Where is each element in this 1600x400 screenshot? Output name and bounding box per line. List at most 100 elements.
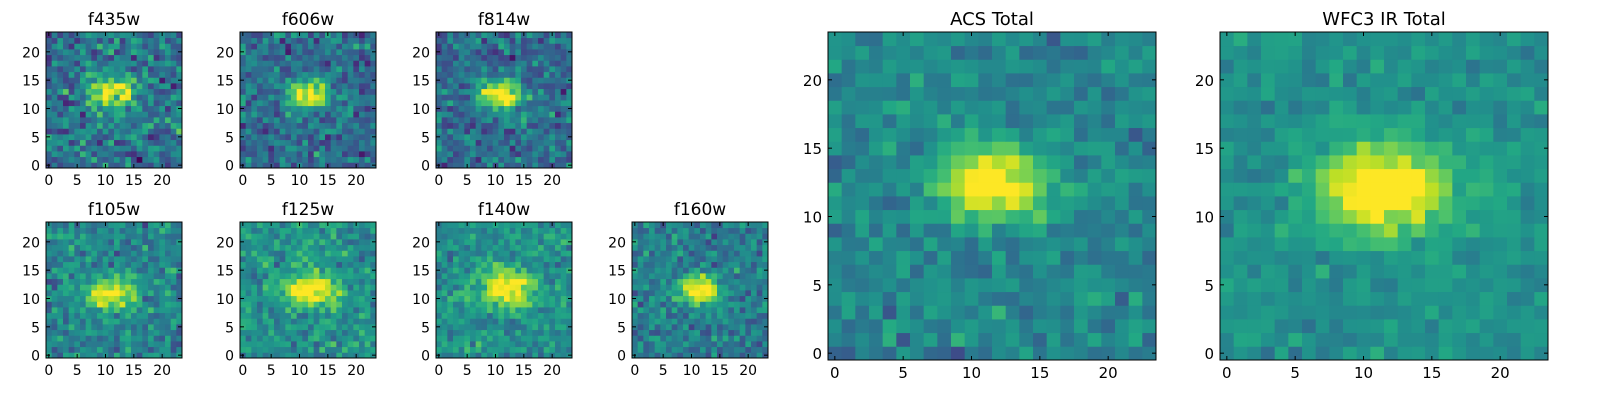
heatmap-cells [240,32,377,169]
heatmap-cell [683,352,690,359]
heatmap-cell [694,227,701,234]
heatmap-cell [119,244,126,251]
heatmap-cell [285,83,292,90]
heatmap-cell [125,145,132,152]
heatmap-cell [683,284,690,291]
heatmap-cell [74,71,81,78]
heatmap-cell [159,301,166,308]
heatmap-cell [538,318,545,325]
heatmap-cell [176,151,183,158]
heatmap-cell [555,151,562,158]
heatmap-cell [274,301,281,308]
heatmap-cell [148,66,155,73]
heatmap-cell [119,32,126,39]
heatmap-cell [855,223,870,238]
heatmap-cell [257,139,264,146]
heatmap-cell [532,324,539,331]
heatmap-cell [353,227,360,234]
heatmap-cell [74,346,81,353]
heatmap-cell [910,319,925,334]
heatmap-cell [251,145,258,152]
heatmap-cell [566,156,573,163]
heatmap-cell [359,324,366,331]
heatmap-cell [153,71,160,78]
heatmap-cell [728,278,735,285]
heatmap-cell [1074,182,1089,197]
heatmap-cell [475,100,482,107]
heatmap-cell [923,332,938,347]
heatmap-cell [441,284,448,291]
heatmap-cell [498,278,505,285]
heatmap-cell [560,54,567,61]
heatmap-cell [643,222,650,229]
heatmap-cell [923,73,938,88]
heatmap-cell [509,301,516,308]
heatmap-cell [923,86,938,101]
heatmap-cell [504,261,511,268]
heatmap-cell [359,151,366,158]
heatmap-cell [560,335,567,342]
heatmap-cell [1356,319,1371,334]
heatmap-cell [285,329,292,336]
heatmap-cell [492,227,499,234]
heatmap-cell [262,88,269,95]
heatmap-cell [538,324,545,331]
heatmap-cell [882,32,897,47]
heatmap-cell [347,273,354,280]
heatmap-cell [91,352,98,359]
heatmap-cell [240,261,247,268]
heatmap-cell [841,114,856,129]
heatmap-cell [436,66,443,73]
heatmap-cell [165,71,172,78]
heatmap-cell [46,284,53,291]
heatmap-cell [677,329,684,336]
heatmap-cell [869,86,884,101]
heatmap-cell [97,37,104,44]
heatmap-cell [453,256,460,263]
heatmap-cell [364,324,371,331]
heatmap-cell [515,261,522,268]
heatmap-cell [108,233,115,240]
heatmap-cell [453,261,460,268]
heatmap-cell [63,341,70,348]
heatmap-cell [855,237,870,252]
heatmap-cell [555,346,562,353]
heatmap-cell [521,324,528,331]
heatmap-cell [654,284,661,291]
heatmap-cell [274,37,281,44]
heatmap-cell [543,83,550,90]
heatmap-cell [279,151,286,158]
heatmap-cell [654,301,661,308]
heatmap-cell [475,250,482,257]
heatmap-cell [1142,278,1157,293]
heatmap-cell [308,346,315,353]
heatmap-cell [319,301,326,308]
heatmap-cell [694,312,701,319]
heatmap-cell [526,329,533,336]
heatmap-cell [896,168,911,183]
heatmap-cell [649,352,656,359]
heatmap-cell [756,244,763,251]
heatmap-cell [543,244,550,251]
heatmap-cell [453,352,460,359]
heatmap-cell [671,256,678,263]
heatmap-cell [142,32,149,39]
heatmap-cell [441,307,448,314]
heatmap-cell [268,295,275,302]
y-tick-label: 20 [216,235,234,251]
heatmap-cell [538,100,545,107]
heatmap-cell [136,117,143,124]
heatmap-cell [251,324,258,331]
heatmap-cell [68,100,75,107]
heatmap-cell [1033,250,1048,265]
heatmap-cell [964,209,979,224]
heatmap-cell [330,346,337,353]
heatmap-cell [342,267,349,274]
heatmap-cell [1288,291,1303,306]
heatmap-cell [526,335,533,342]
heatmap-cell [447,71,454,78]
heatmap-cell [291,295,298,302]
heatmap-cell [370,100,377,107]
heatmap-cell [910,182,925,197]
